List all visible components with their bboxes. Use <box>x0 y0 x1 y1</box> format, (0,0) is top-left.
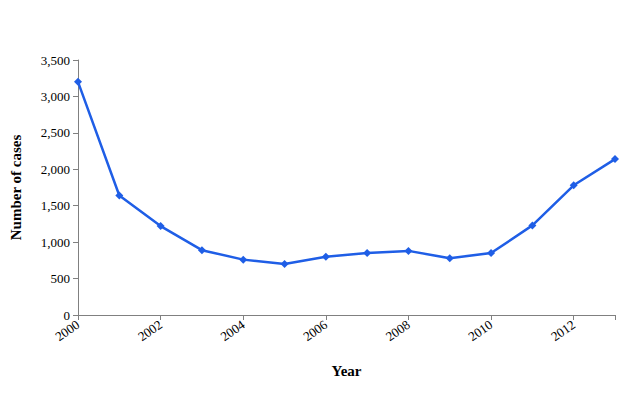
svg-text:0: 0 <box>63 307 70 323</box>
svg-text:1,000: 1,000 <box>41 235 70 250</box>
svg-text:3,000: 3,000 <box>41 89 70 104</box>
svg-text:Number of cases: Number of cases <box>8 135 24 241</box>
svg-text:Year: Year <box>332 363 362 379</box>
svg-text:2,000: 2,000 <box>41 162 70 177</box>
svg-text:2006: 2006 <box>300 317 330 344</box>
svg-text:1,500: 1,500 <box>41 198 70 213</box>
svg-text:3,500: 3,500 <box>41 53 70 68</box>
svg-text:2008: 2008 <box>383 317 413 344</box>
svg-text:2012: 2012 <box>548 317 578 344</box>
svg-text:2002: 2002 <box>135 317 165 344</box>
svg-text:2004: 2004 <box>218 317 248 344</box>
svg-text:2000: 2000 <box>52 317 82 344</box>
svg-text:2010: 2010 <box>465 317 495 344</box>
svg-text:500: 500 <box>51 271 71 286</box>
svg-text:2,500: 2,500 <box>41 125 70 140</box>
